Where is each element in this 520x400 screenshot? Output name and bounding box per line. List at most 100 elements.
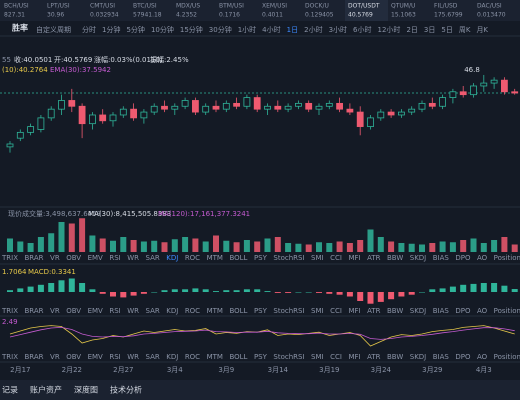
indicator-tab[interactable]: SAR bbox=[146, 254, 160, 262]
ticker-price[interactable]: 57941.18 bbox=[133, 12, 162, 19]
ticker-price[interactable]: 0.4011 bbox=[262, 12, 283, 19]
indicator-tab[interactable]: CCI bbox=[330, 353, 342, 361]
indicator-tab[interactable]: VR bbox=[50, 254, 60, 262]
indicator-tab[interactable]: KDJ bbox=[166, 254, 178, 262]
ticker-pair[interactable]: FIL/USD bbox=[434, 3, 458, 10]
indicator-tab[interactable]: TRIX bbox=[1, 307, 18, 315]
period-tab[interactable]: 2日 bbox=[406, 26, 417, 34]
ticker-pair[interactable]: DAC/USI bbox=[477, 3, 502, 10]
indicator-tab[interactable]: BRAR bbox=[25, 307, 44, 315]
indicator-tab[interactable]: StochRSI bbox=[273, 307, 304, 315]
ticker-pair[interactable]: BTM/USI bbox=[219, 3, 244, 10]
indicator-tab[interactable]: WR bbox=[127, 307, 139, 315]
indicator-tab[interactable]: Position bbox=[494, 254, 520, 262]
indicator-tab[interactable]: TRIX bbox=[1, 353, 18, 361]
period-tab[interactable]: 6小时 bbox=[353, 25, 371, 34]
indicator-tab[interactable]: PSY bbox=[254, 353, 268, 361]
indicator-tab[interactable]: EMV bbox=[88, 254, 103, 262]
ticker-price[interactable]: 15.1063 bbox=[391, 12, 416, 19]
indicator-tab[interactable]: SAR bbox=[146, 307, 160, 315]
period-tab[interactable]: 2小时 bbox=[304, 25, 322, 34]
ticker-price[interactable]: 0.1716 bbox=[219, 12, 240, 19]
period-tab[interactable]: 5分钟 bbox=[126, 25, 144, 34]
indicator-tab[interactable]: StochRSI bbox=[273, 254, 304, 262]
period-tab[interactable]: 4小时 bbox=[262, 25, 280, 34]
period-tab[interactable]: 周K bbox=[459, 26, 471, 34]
indicator-tab[interactable]: ROC bbox=[185, 307, 200, 315]
indicator-tab[interactable]: BBW bbox=[387, 307, 403, 315]
indicator-tab[interactable]: StochRSI bbox=[273, 353, 304, 361]
indicator-tab[interactable]: SMI bbox=[311, 254, 324, 262]
indicator-tab[interactable]: ATR bbox=[367, 307, 381, 315]
indicator-tab[interactable]: OBV bbox=[66, 307, 81, 315]
indicator-tab[interactable]: VR bbox=[50, 307, 60, 315]
ticker-price[interactable]: 4.2352 bbox=[176, 12, 197, 19]
period-tab[interactable]: 3小时 bbox=[329, 25, 347, 34]
ticker-price[interactable]: 0.129405 bbox=[305, 12, 334, 19]
indicator-tab[interactable]: SKDJ bbox=[410, 353, 427, 361]
indicator-tab[interactable]: OBV bbox=[66, 353, 81, 361]
indicator-tab[interactable]: SKDJ bbox=[410, 307, 427, 315]
indicator-tab[interactable]: RSI bbox=[109, 353, 120, 361]
indicator-tab[interactable]: BBW bbox=[387, 254, 403, 262]
ticker-pair[interactable]: CMT/USI bbox=[90, 3, 115, 10]
ticker-pair[interactable]: LPT/USI bbox=[47, 3, 70, 10]
indicator-tab[interactable]: DPO bbox=[455, 254, 471, 262]
indicator-tab[interactable]: DPO bbox=[455, 353, 471, 361]
indicator-tab[interactable]: CCI bbox=[330, 254, 342, 262]
indicator-tab[interactable]: EMV bbox=[88, 353, 103, 361]
indicator-tab[interactable]: WR bbox=[127, 254, 139, 262]
indicator-tab[interactable]: BBW bbox=[387, 353, 403, 361]
indicator-tab[interactable]: AO bbox=[477, 254, 488, 262]
indicator-tab[interactable]: KDJ bbox=[166, 353, 178, 361]
bottom-tab[interactable]: 技术分析 bbox=[110, 385, 142, 395]
indicator-tab[interactable]: AO bbox=[477, 307, 488, 315]
indicator-tab[interactable]: BIAS bbox=[433, 307, 450, 315]
indicator-tab[interactable]: BIAS bbox=[433, 353, 450, 361]
indicator-tab[interactable]: SKDJ bbox=[410, 254, 427, 262]
indicator-tab[interactable]: MFI bbox=[348, 353, 360, 361]
bottom-tab[interactable]: 深度图 bbox=[74, 385, 98, 395]
period-tab[interactable]: 月K bbox=[476, 26, 488, 34]
indicator-tab[interactable]: Position bbox=[494, 353, 520, 361]
period-tab[interactable]: 30分钟 bbox=[209, 25, 232, 34]
indicator-tab[interactable]: ROC bbox=[185, 254, 200, 262]
ticker-price[interactable]: 40.5769 bbox=[348, 12, 373, 19]
indicator-tab[interactable]: BRAR bbox=[25, 353, 44, 361]
indicator-tab[interactable]: KDJ bbox=[166, 307, 178, 315]
indicator-tab[interactable]: EMV bbox=[88, 307, 103, 315]
ticker-pair[interactable]: QTUM/U bbox=[391, 3, 415, 10]
period-tab[interactable]: 1分钟 bbox=[102, 25, 120, 34]
ticker-price[interactable]: 0.032934 bbox=[90, 12, 119, 19]
indicator-tab[interactable]: VR bbox=[50, 353, 60, 361]
indicator-tab[interactable]: PSY bbox=[254, 254, 268, 262]
ticker-price[interactable]: 827.31 bbox=[4, 12, 25, 19]
period-tab[interactable]: 10分钟 bbox=[151, 25, 174, 34]
indicator-tab[interactable]: TRIX bbox=[1, 254, 18, 262]
custom-period[interactable]: 自定义周期 bbox=[36, 25, 71, 34]
ticker-pair[interactable]: DOCK/U bbox=[305, 3, 329, 10]
indicator-tab[interactable]: ATR bbox=[367, 254, 381, 262]
indicator-tab[interactable]: BOLL bbox=[229, 353, 247, 361]
indicator-tab[interactable]: ATR bbox=[367, 353, 381, 361]
ticker-pair[interactable]: BCH/USI bbox=[4, 3, 29, 10]
indicator-tab[interactable]: AO bbox=[477, 353, 488, 361]
ticker-pair[interactable]: BTC/USI bbox=[133, 3, 157, 10]
ticker-pair[interactable]: XEM/USI bbox=[262, 3, 287, 10]
period-tab[interactable]: 分时 bbox=[82, 25, 96, 34]
indicator-tab[interactable]: MTM bbox=[207, 307, 223, 315]
indicator-tab[interactable]: SAR bbox=[146, 353, 160, 361]
period-tab[interactable]: 1小时 bbox=[238, 25, 256, 34]
period-tab[interactable]: 15分钟 bbox=[180, 25, 203, 34]
period-tab[interactable]: 5日 bbox=[441, 26, 452, 34]
bottom-tab[interactable]: 记录 bbox=[2, 386, 18, 395]
indicator-tab[interactable]: CCI bbox=[330, 307, 342, 315]
indicator-tab[interactable]: BIAS bbox=[433, 254, 450, 262]
ticker-pair[interactable]: MDX/US bbox=[176, 3, 200, 10]
indicator-tab[interactable]: BOLL bbox=[229, 307, 247, 315]
indicator-tab[interactable]: SMI bbox=[311, 307, 324, 315]
bottom-tab[interactable]: 账户资产 bbox=[30, 385, 62, 395]
indicator-tab[interactable]: WR bbox=[127, 353, 139, 361]
indicator-tab[interactable]: SMI bbox=[311, 353, 324, 361]
indicator-tab[interactable]: OBV bbox=[66, 254, 81, 262]
